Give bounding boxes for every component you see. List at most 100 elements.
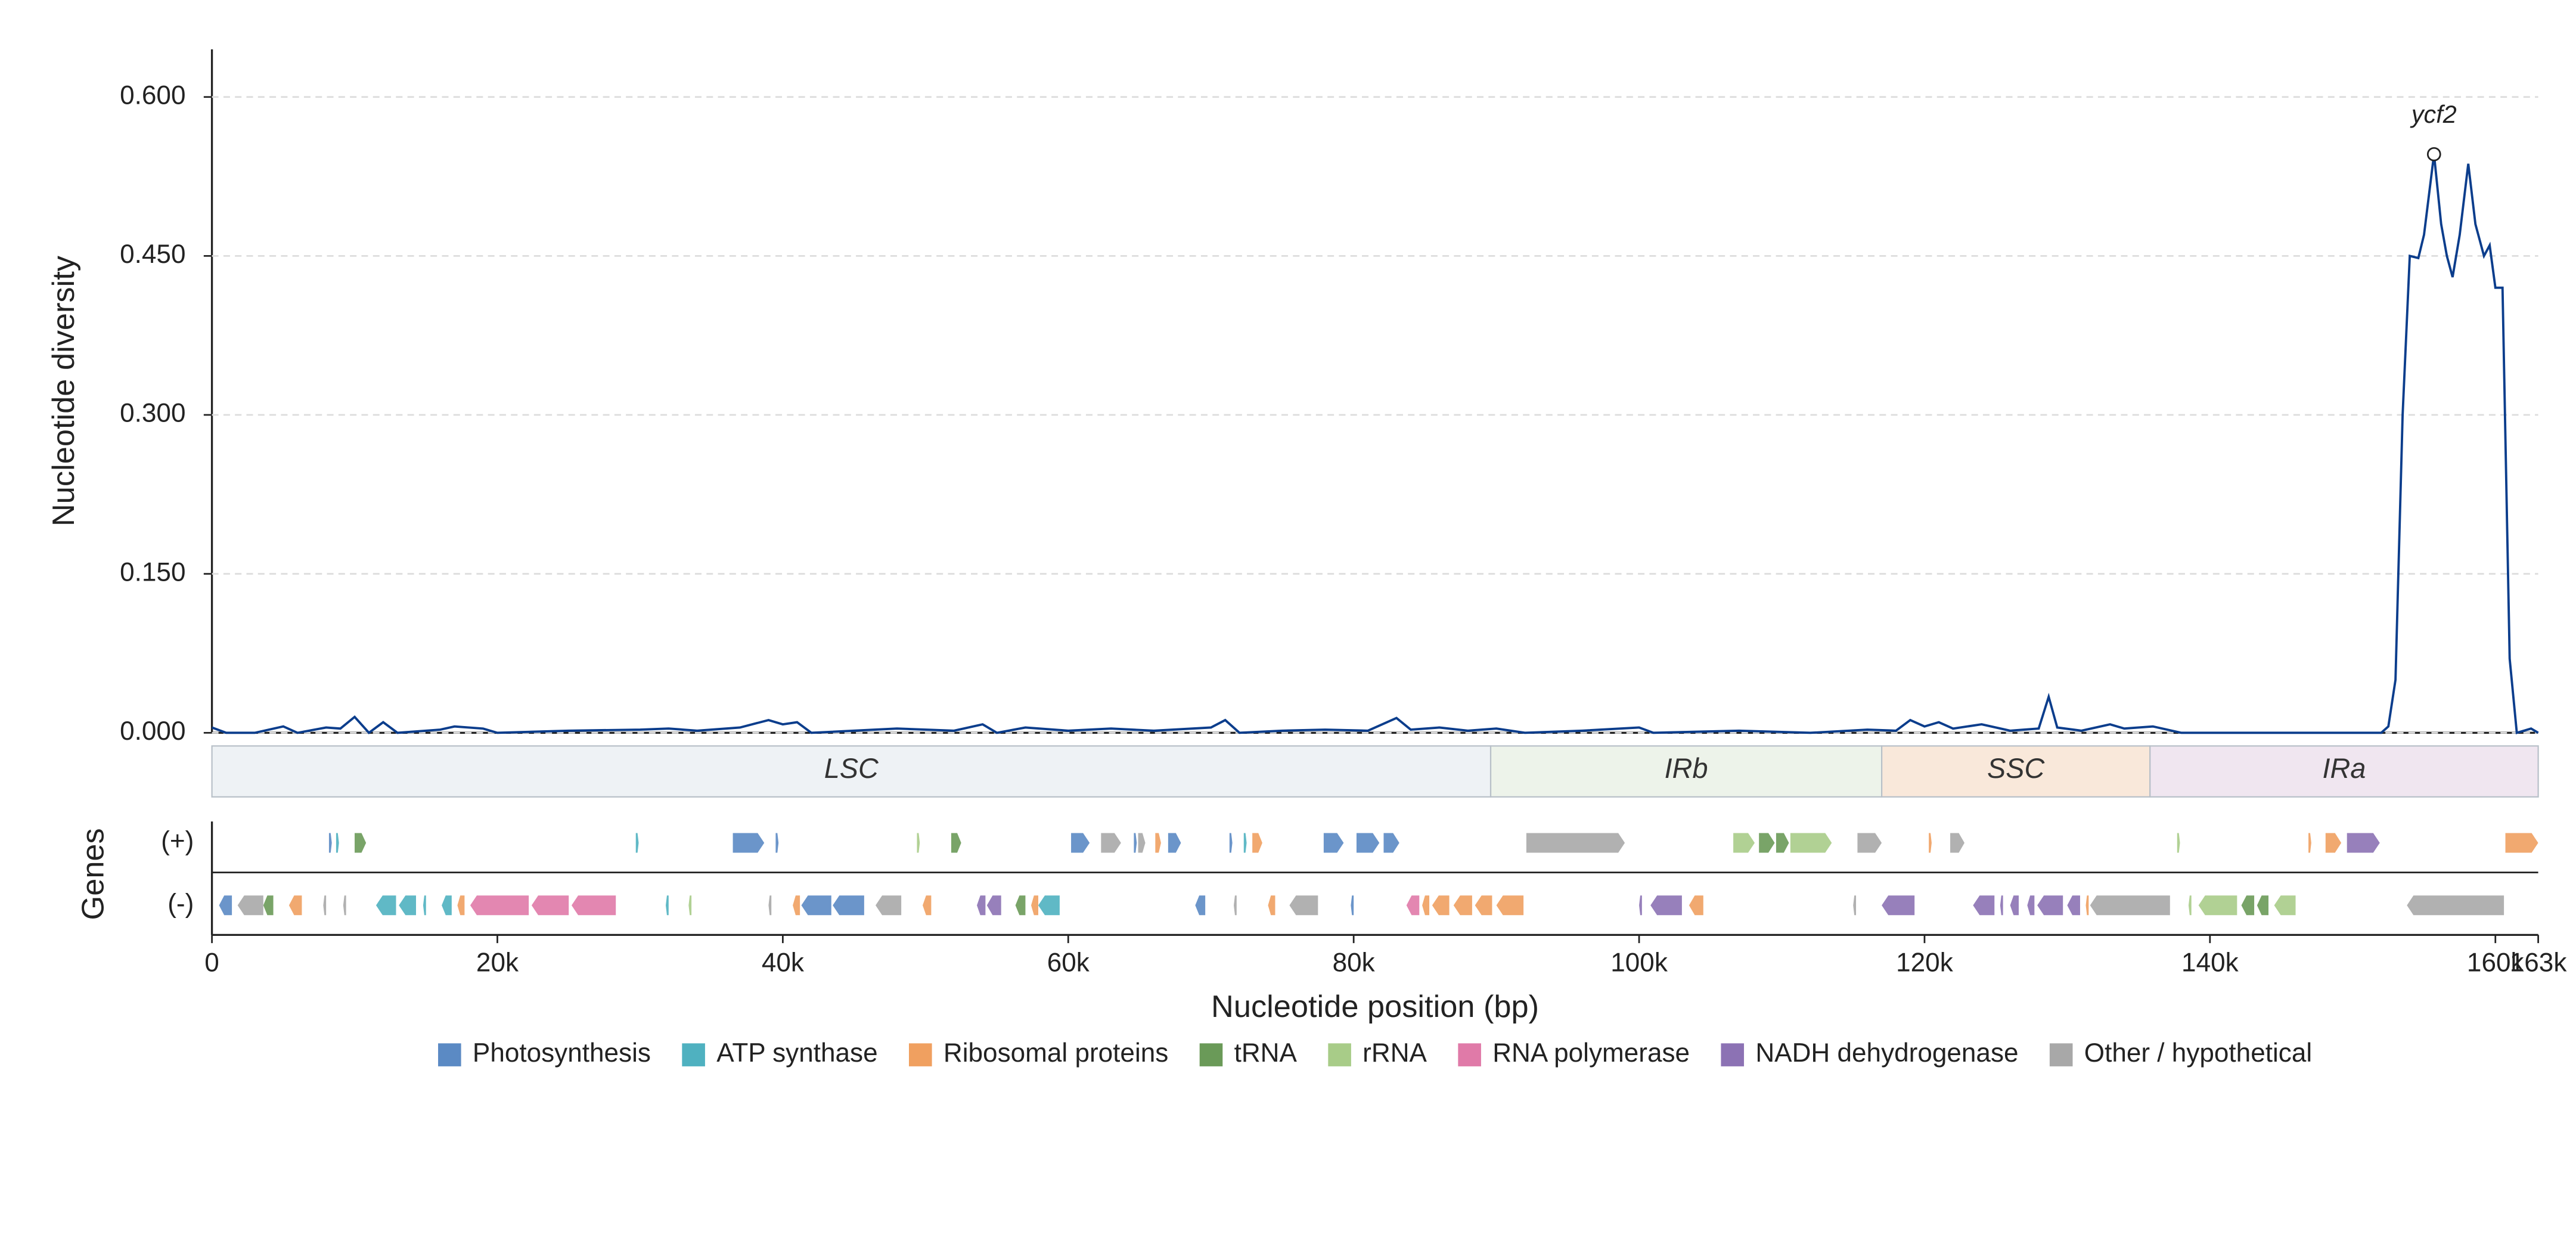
gene (1289, 895, 1318, 916)
y-tick-label: 0.000 (120, 717, 185, 746)
gene (1243, 833, 1247, 853)
gene (2037, 895, 2063, 916)
gene (1929, 833, 1932, 853)
gene (986, 895, 1001, 916)
gene (263, 895, 274, 916)
gene (2067, 895, 2080, 916)
region-label: SSC (1987, 753, 2045, 784)
gene (2347, 833, 2380, 853)
x-tick-label: 100k (1610, 948, 1668, 978)
region (1489, 745, 1883, 798)
gene (323, 895, 327, 916)
legend-swatch (1721, 1043, 1745, 1066)
gene (1195, 895, 1206, 916)
gene (2407, 895, 2504, 916)
gene (343, 895, 346, 916)
legend-label: RNA polymerase (1492, 1038, 1690, 1068)
x-tick-label: 160k (2467, 948, 2525, 978)
region-label: IRa (2322, 753, 2366, 784)
strand-label: (+) (161, 827, 194, 856)
gene (1134, 833, 1137, 853)
gene (1857, 833, 1882, 853)
gene (1383, 833, 1399, 853)
gene (1138, 833, 1146, 853)
gene (336, 833, 339, 853)
gene (1234, 895, 1237, 916)
gene (1496, 895, 1524, 916)
gene (237, 895, 263, 916)
gene (1759, 833, 1775, 853)
gene (923, 895, 932, 916)
gene (328, 833, 332, 853)
gene (423, 895, 426, 916)
region-label: LSC (824, 753, 879, 784)
region (1881, 745, 2151, 798)
gene (2257, 895, 2269, 916)
legend-label: ATP synthase (716, 1038, 877, 1068)
gene (375, 895, 396, 916)
x-tick-label: 40k (762, 948, 805, 978)
legend-swatch (1199, 1043, 1223, 1066)
gene (2000, 895, 2003, 916)
legend-label: Ribosomal proteins (944, 1038, 1168, 1068)
x-tick-label: 20k (476, 948, 519, 978)
gene (399, 895, 416, 916)
legend-label: rRNA (1363, 1038, 1427, 1068)
legend: Photosynthesis ATP synthase Ribosomal prot… (438, 1038, 2312, 1068)
x-tick-label: 140k (2181, 948, 2239, 978)
gene (442, 895, 452, 916)
gene (635, 833, 639, 853)
gene (768, 895, 772, 916)
gene (1422, 895, 1430, 916)
annotation-marker (2426, 147, 2441, 162)
gene (733, 833, 765, 853)
gene (2308, 833, 2311, 853)
gene (2027, 895, 2035, 916)
gene (801, 895, 831, 916)
gene (1268, 895, 1275, 916)
gene (1071, 833, 1090, 853)
gene (2325, 833, 2342, 853)
strand-label: (-) (167, 889, 194, 918)
gene (1853, 895, 1857, 916)
gene (977, 895, 986, 916)
gene (2198, 895, 2237, 916)
legend-swatch (682, 1043, 705, 1066)
gene (1356, 833, 1380, 853)
x-tick-label: 80k (1333, 948, 1376, 978)
gene (1650, 895, 1682, 916)
gene (1475, 895, 1492, 916)
gene (1689, 895, 1703, 916)
gene (2188, 895, 2192, 916)
y-tick-label: 0.300 (120, 399, 185, 428)
x-tick-label: 0 (204, 948, 219, 978)
gene (1776, 833, 1789, 853)
x-tick-label: 163k (2510, 948, 2568, 978)
gene (1168, 833, 1181, 853)
gene (666, 895, 669, 916)
gene (355, 833, 367, 853)
gene (1323, 833, 1344, 853)
line (211, 154, 2539, 734)
gene (1406, 895, 1420, 916)
gene (1252, 833, 1262, 853)
gene (1101, 833, 1121, 853)
legend-swatch (1328, 1043, 1351, 1066)
legend-label: Photosynthesis (473, 1038, 651, 1068)
gene (1453, 895, 1472, 916)
legend-swatch (438, 1043, 461, 1066)
gene (571, 895, 616, 916)
gene (457, 895, 465, 916)
gene (1432, 895, 1450, 916)
y-tick-label: 0.150 (120, 557, 185, 587)
annotation: ycf2 (2410, 101, 2457, 128)
gene (1155, 833, 1161, 853)
gene (288, 895, 302, 916)
gene (1038, 895, 1060, 916)
genes-label: Genes (76, 828, 111, 920)
gene (219, 895, 232, 916)
y-tick-label: 0.450 (120, 240, 185, 269)
legend-swatch (909, 1043, 932, 1066)
y-axis-label: Nucleotide diversity (46, 255, 81, 526)
